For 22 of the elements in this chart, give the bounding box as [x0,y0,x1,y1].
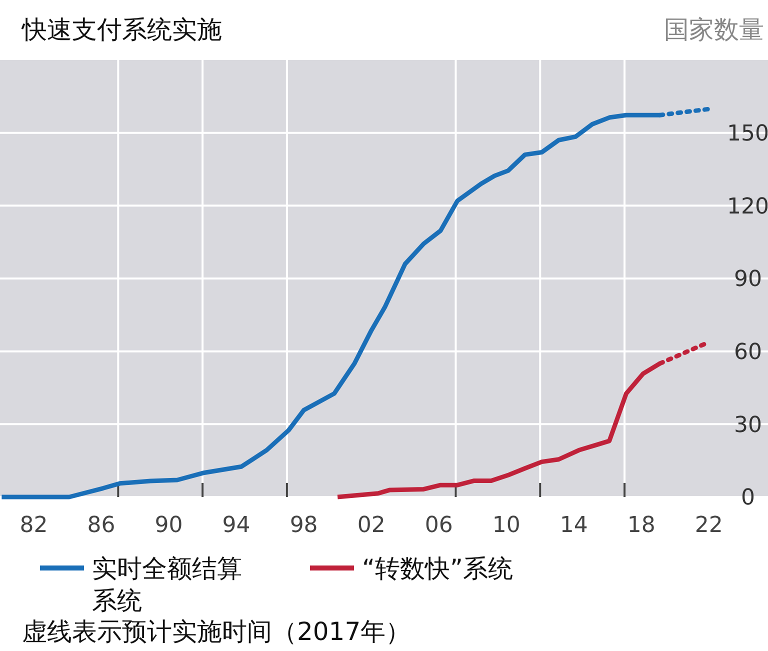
y-tick-label: 60 [734,340,762,366]
x-tick-label: 22 [694,513,723,538]
x-tick-label: 86 [87,513,116,538]
x-tick-label: 02 [357,513,386,538]
x-tick-label: 14 [560,513,588,538]
y-axis-title: 国家数量 [664,15,764,44]
text: 虚线表示预计实施时间（2017年） [22,617,411,646]
x-tick-label: 06 [424,513,453,538]
y-tick-label: 30 [734,412,762,438]
x-tick-label: 98 [290,513,318,538]
y-tick-label: 0 [741,486,755,511]
y-tick-label: 150 [727,122,768,147]
legend-label: 实时全额结算系统 [92,554,242,615]
x-tick-label: 18 [627,513,656,538]
y-tick-label: 120 [727,194,768,220]
chart-title: 快速支付系统实施 [21,15,222,44]
x-tick-label: 82 [20,513,48,538]
legend-label: “转数快”系统 [362,554,513,583]
x-tick-label: 90 [154,513,183,538]
x-tick-label: 10 [492,513,520,538]
x-tick-label: 94 [222,513,250,538]
y-tick-label: 90 [734,267,762,292]
